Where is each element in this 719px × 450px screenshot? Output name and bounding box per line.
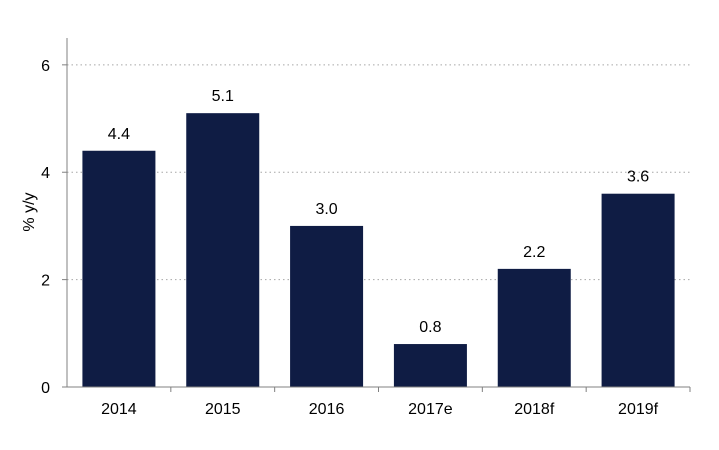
gridlines (67, 64, 690, 281)
x-tick-label-2019f: 2019f (618, 401, 659, 418)
data-label-2014: 4.4 (108, 126, 130, 143)
bar-2016 (290, 225, 364, 387)
x-tick-label-2018f: 2018f (514, 401, 555, 418)
x-axis-ticks: 2014 2015 2016 2017e 2018f 2019f (101, 387, 691, 418)
data-label-2016: 3.0 (315, 201, 337, 218)
data-label-2017e: 0.8 (419, 319, 441, 336)
y-axis-title: % y/y (21, 192, 38, 231)
data-labels: 4.4 5.1 3.0 0.8 2.2 3.6 (108, 88, 650, 336)
x-tick-label-2015: 2015 (205, 401, 241, 418)
bar-2019f (601, 193, 675, 387)
data-label-2018f: 2.2 (523, 244, 545, 261)
bars (82, 113, 675, 388)
y-tick-label: 0 (41, 380, 50, 397)
y-tick-label: 4 (41, 165, 50, 182)
data-label-2015: 5.1 (212, 88, 234, 105)
y-axis-ticks: 0 2 4 6 (41, 58, 67, 397)
x-tick-label-2017e: 2017e (408, 401, 453, 418)
bar-2015 (186, 113, 260, 388)
x-tick-label-2016: 2016 (309, 401, 345, 418)
y-tick-label: 6 (41, 58, 50, 75)
x-tick-label-2014: 2014 (101, 401, 137, 418)
bar-2018f (497, 268, 571, 387)
data-label-2019f: 3.6 (627, 169, 649, 186)
bar-2017e (393, 344, 467, 387)
y-tick-label: 2 (41, 273, 50, 290)
bar-2014 (82, 150, 156, 387)
